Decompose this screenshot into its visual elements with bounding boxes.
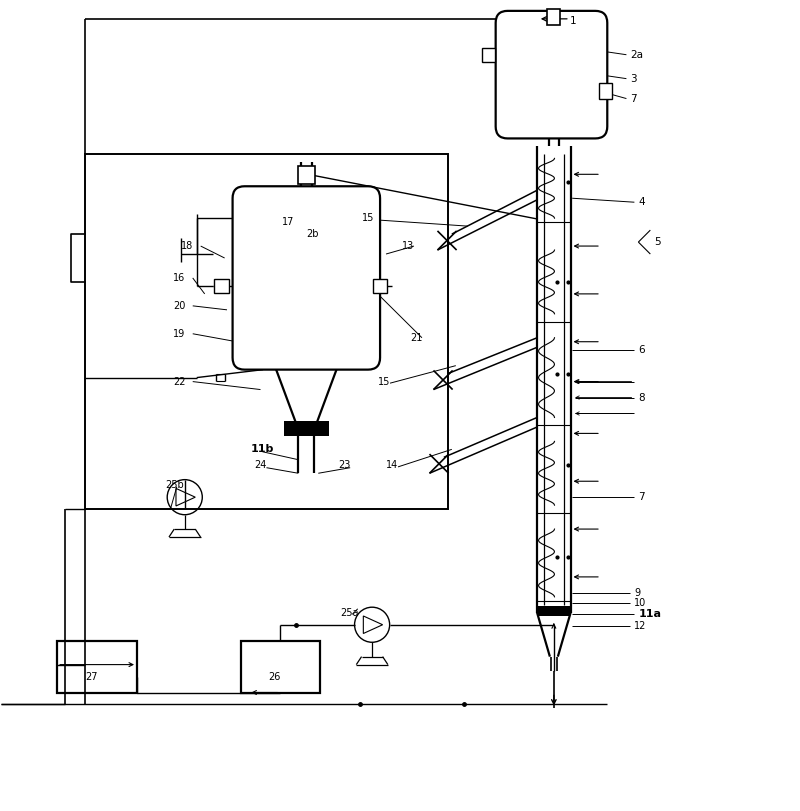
Text: 20: 20 [173,301,185,311]
Text: 24: 24 [254,461,267,470]
Text: 22: 22 [173,376,186,387]
Text: 2a: 2a [630,49,643,60]
Text: 8: 8 [638,393,645,402]
Text: 26: 26 [269,672,281,682]
FancyBboxPatch shape [233,187,380,370]
Text: 11a: 11a [638,609,662,620]
Text: 19: 19 [173,328,185,339]
Text: 3: 3 [630,74,637,84]
Text: 2b: 2b [306,229,319,239]
Text: 7: 7 [638,492,645,502]
Bar [85,154,448,509]
Text: 23: 23 [338,461,350,470]
Bar [538,607,570,616]
Bar [547,9,560,25]
Bar [57,641,137,693]
Bar [241,641,320,693]
Text: 21: 21 [410,333,422,343]
Text: 25b: 25b [165,480,183,490]
Text: 11b: 11b [250,444,274,454]
Text: 12: 12 [634,620,646,630]
Text: 16: 16 [173,273,185,283]
Text: 27: 27 [85,672,98,682]
Text: 15: 15 [362,213,374,223]
Text: 17: 17 [282,217,294,227]
Text: 15: 15 [378,376,390,387]
Text: 10: 10 [634,599,646,608]
Bar [214,279,229,293]
Text: 13: 13 [402,241,414,251]
Bar [373,279,387,293]
Bar [298,166,315,184]
Bar [482,48,495,62]
FancyBboxPatch shape [496,11,607,139]
Text: 14: 14 [386,461,398,470]
Text: 18: 18 [181,241,193,251]
Text: 25a: 25a [340,607,358,618]
Text: 5: 5 [654,237,661,247]
Text: 7: 7 [630,93,637,104]
Text: 1: 1 [570,16,577,26]
Text: 4: 4 [638,197,645,207]
Text: 6: 6 [638,345,645,354]
Text: 9: 9 [634,588,641,598]
Bar [599,83,612,99]
Bar [284,422,329,436]
